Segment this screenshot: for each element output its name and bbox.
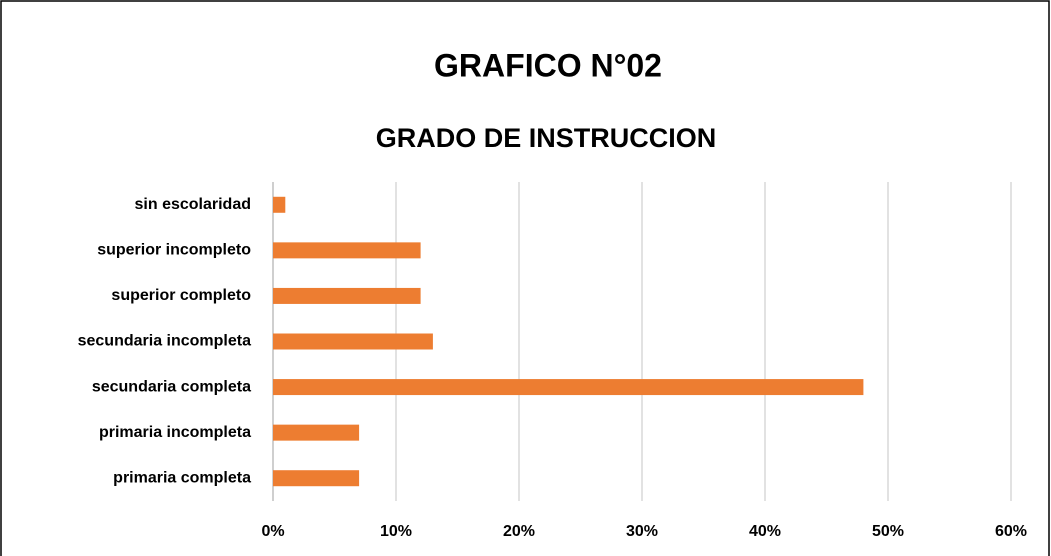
y-tick-label: sin escolaridad (135, 196, 252, 213)
bar (273, 424, 360, 441)
y-tick-label: superior incompleto (97, 242, 251, 259)
x-tick-label: 0% (261, 523, 284, 540)
chart-title: GRAFICO N°02 (434, 47, 662, 83)
x-tick-label: 10% (380, 523, 412, 540)
y-tick-label: primaria incompleta (99, 424, 251, 441)
x-tick-label: 60% (995, 523, 1027, 540)
x-tick-label: 20% (503, 523, 535, 540)
bar (273, 196, 286, 213)
x-tick-label: 50% (872, 523, 904, 540)
y-tick-label: primaria completa (113, 469, 251, 486)
bar (273, 379, 864, 396)
bar (273, 470, 360, 487)
y-tick-label: secundaria completa (92, 378, 251, 395)
bar (273, 287, 421, 304)
bar (273, 242, 421, 259)
x-tick-label: 30% (626, 523, 658, 540)
bar (273, 333, 433, 350)
x-tick-label: 40% (749, 523, 781, 540)
y-tick-label: secundaria incompleta (78, 333, 251, 350)
chart-subtitle: GRADO DE INSTRUCCION (376, 123, 717, 153)
y-tick-label: superior completo (111, 287, 251, 304)
